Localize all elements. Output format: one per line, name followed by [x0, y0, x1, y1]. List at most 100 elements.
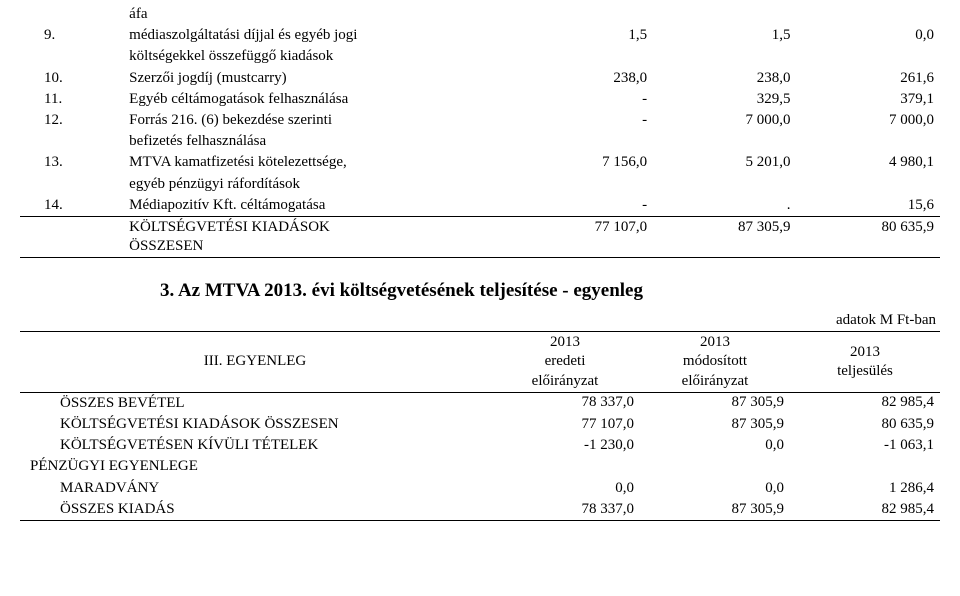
balance-table-body: ÖSSZES BEVÉTEL78 337,087 305,982 985,4 K…	[20, 392, 940, 520]
cell: 78 337,0	[490, 392, 640, 414]
table-row: ÖSSZES BEVÉTEL78 337,087 305,982 985,4	[20, 392, 940, 414]
row-label: befizetés felhasználása	[69, 131, 510, 152]
cell	[510, 46, 653, 67]
cell: 87 305,9	[640, 392, 790, 414]
cell: 7 000,0	[797, 110, 940, 131]
table-row: egyéb pénzügyi ráfordítások	[20, 174, 940, 195]
cell	[640, 456, 790, 477]
total-cell: 87 305,9	[653, 216, 796, 257]
row-label: Forrás 216. (6) bekezdése szerinti	[69, 110, 510, 131]
cell: -	[510, 195, 653, 217]
row-label: MTVA kamatfizetési kötelezettsége,	[69, 152, 510, 173]
cell	[490, 456, 640, 477]
cell: 1 286,4	[790, 478, 940, 499]
cell	[790, 456, 940, 477]
row-label: áfa	[69, 4, 510, 25]
head-year: 2013 eredeti előirányzat	[490, 332, 640, 393]
cell: -	[510, 110, 653, 131]
cell: 7 156,0	[510, 152, 653, 173]
cell: 0,0	[797, 25, 940, 46]
cell: 78 337,0	[490, 499, 640, 521]
sub-2b: előirányzat	[682, 373, 749, 389]
cell: 0,0	[490, 478, 640, 499]
cell	[653, 131, 796, 152]
cell	[510, 174, 653, 195]
cell: 329,5	[653, 89, 796, 110]
cell	[797, 4, 940, 25]
table-row: KÖLTSÉGVETÉSI KIADÁSOK ÖSSZESEN77 107,08…	[20, 414, 940, 435]
cell: 1,5	[653, 25, 796, 46]
table-row: befizetés felhasználása	[20, 131, 940, 152]
row-label: egyéb pénzügyi ráfordítások	[69, 174, 510, 195]
expenditure-table-body: áfa 9.médiaszolgáltatási díjjal és egyéb…	[20, 4, 940, 258]
row-label: ÖSSZES KIADÁS	[20, 499, 490, 521]
row-index: 9.	[20, 25, 69, 46]
unit-label: adatok M Ft-ban	[20, 312, 936, 329]
table-row: 10.Szerzői jogdíj (mustcarry)238,0238,02…	[20, 68, 940, 89]
cell: -	[510, 89, 653, 110]
cell: 87 305,9	[640, 414, 790, 435]
cell: 238,0	[510, 68, 653, 89]
row-index: 12.	[20, 110, 69, 131]
cell: 82 985,4	[790, 392, 940, 414]
row-index: 13.	[20, 152, 69, 173]
row-label: KÖLTSÉGVETÉSI KIADÁSOK ÖSSZESEN	[20, 414, 490, 435]
cell: -1 230,0	[490, 435, 640, 456]
cell: 87 305,9	[640, 499, 790, 521]
row-index: 11.	[20, 89, 69, 110]
head-year: 2013 módosított előirányzat	[640, 332, 790, 393]
total-row: KÖLTSÉGVETÉSI KIADÁSOK ÖSSZESEN 77 107,0…	[20, 216, 940, 257]
cell: 0,0	[640, 435, 790, 456]
cell: -1 063,1	[790, 435, 940, 456]
row-index	[20, 174, 69, 195]
cell: 4 980,1	[797, 152, 940, 173]
cell: 15,6	[797, 195, 940, 217]
table-row: MARADVÁNY0,00,01 286,4	[20, 478, 940, 499]
cell	[797, 174, 940, 195]
row-label: ÖSSZES BEVÉTEL	[20, 392, 490, 414]
row-index	[20, 131, 69, 152]
sub-2a: módosított	[683, 353, 747, 369]
balance-table: III. EGYENLEG 2013 eredeti előirányzat 2…	[20, 331, 940, 521]
row-label: Médiapozitív Kft. céltámogatása	[69, 195, 510, 217]
cell: 80 635,9	[790, 414, 940, 435]
sub-1a: eredeti	[545, 353, 586, 369]
document-page: áfa 9.médiaszolgáltatási díjjal és egyéb…	[0, 0, 960, 596]
head-rowlabel: III. EGYENLEG	[20, 332, 490, 393]
total-label-line2: ÖSSZESEN	[129, 238, 203, 254]
row-label: médiaszolgáltatási díjjal és egyéb jogi	[69, 25, 510, 46]
table-row: 9.médiaszolgáltatási díjjal és egyéb jog…	[20, 25, 940, 46]
table-row: ÖSSZES KIADÁS78 337,087 305,982 985,4	[20, 499, 940, 521]
row-label: MARADVÁNY	[20, 478, 490, 499]
sub-1b: előirányzat	[532, 373, 599, 389]
cell: 7 000,0	[653, 110, 796, 131]
cell	[797, 131, 940, 152]
row-label: költségekkel összefüggő kiadások	[69, 46, 510, 67]
cell	[510, 4, 653, 25]
sub-3: teljesülés	[837, 363, 893, 379]
row-label: Egyéb céltámogatások felhasználása	[69, 89, 510, 110]
head-year: 2013 teljesülés	[790, 332, 940, 393]
table-row: 14.Médiapozitív Kft. céltámogatása-.15,6	[20, 195, 940, 217]
cell: 238,0	[653, 68, 796, 89]
table-row: 13.MTVA kamatfizetési kötelezettsége,7 1…	[20, 152, 940, 173]
table-row: áfa	[20, 4, 940, 25]
row-index	[20, 216, 69, 257]
cell: 261,6	[797, 68, 940, 89]
row-label: Szerzői jogdíj (mustcarry)	[69, 68, 510, 89]
total-cell: 80 635,9	[797, 216, 940, 257]
year-3: 2013	[850, 344, 880, 360]
year-2: 2013	[700, 334, 730, 350]
row-label: KÖLTSÉGVETÉSEN KÍVÜLI TÉTELEK	[20, 435, 490, 456]
row-index	[20, 4, 69, 25]
total-cell: 77 107,0	[510, 216, 653, 257]
table-row: 12.Forrás 216. (6) bekezdése szerinti-7 …	[20, 110, 940, 131]
cell: 82 985,4	[790, 499, 940, 521]
cell: 0,0	[640, 478, 790, 499]
expenditure-table: áfa 9.médiaszolgáltatási díjjal és egyéb…	[20, 4, 940, 258]
section-title: 3. Az MTVA 2013. évi költségvetésének te…	[160, 280, 940, 302]
table-row: KÖLTSÉGVETÉSEN KÍVÜLI TÉTELEK-1 230,00,0…	[20, 435, 940, 456]
row-index	[20, 46, 69, 67]
table-row: 11.Egyéb céltámogatások felhasználása-32…	[20, 89, 940, 110]
total-label: KÖLTSÉGVETÉSI KIADÁSOK ÖSSZESEN	[69, 216, 510, 257]
